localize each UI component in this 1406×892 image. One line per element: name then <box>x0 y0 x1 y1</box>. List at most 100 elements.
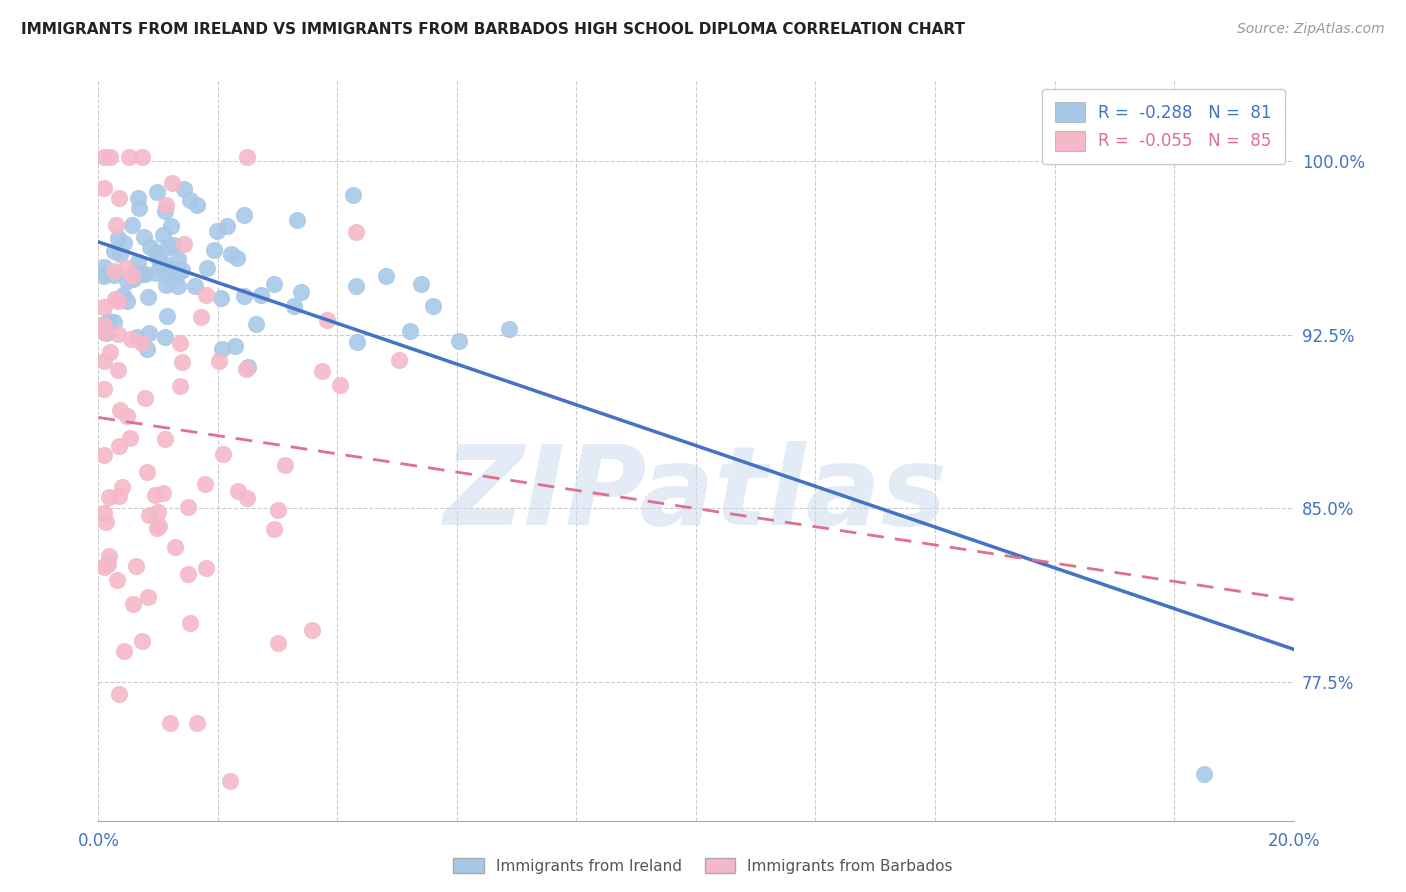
Point <box>107 327 129 342</box>
Point <box>388 353 411 368</box>
Point <box>93 268 115 283</box>
Point <box>132 230 155 244</box>
Point <box>94 515 117 529</box>
Point <box>135 465 157 479</box>
Point <box>97 314 120 328</box>
Point <box>93 507 115 521</box>
Point <box>153 432 176 446</box>
Point <box>121 597 143 611</box>
Point <box>97 549 120 563</box>
Point <box>283 299 305 313</box>
Point <box>155 278 177 293</box>
Point <box>344 279 367 293</box>
Point <box>96 558 118 572</box>
Point <box>105 573 128 587</box>
Point <box>136 290 159 304</box>
Point <box>149 260 172 274</box>
Point <box>93 260 115 275</box>
Point <box>108 439 131 453</box>
Point <box>93 448 115 462</box>
Point <box>118 150 141 164</box>
Point <box>156 309 179 323</box>
Point <box>145 266 167 280</box>
Point <box>111 480 134 494</box>
Point <box>153 329 176 343</box>
Point <box>138 326 160 340</box>
Point <box>329 377 352 392</box>
Point <box>226 483 249 498</box>
Point <box>103 264 125 278</box>
Point <box>93 180 115 194</box>
Point <box>134 391 156 405</box>
Point <box>98 150 121 164</box>
Point <box>136 343 159 357</box>
Point <box>232 289 254 303</box>
Point <box>138 508 160 522</box>
Point <box>145 521 167 535</box>
Point <box>173 236 195 251</box>
Point <box>112 287 135 301</box>
Point <box>108 247 131 261</box>
Point <box>93 317 115 331</box>
Point <box>167 252 190 267</box>
Point <box>186 198 208 212</box>
Point <box>97 557 120 571</box>
Point <box>186 715 208 730</box>
Point <box>177 567 200 582</box>
Point <box>344 225 367 239</box>
Point <box>103 292 125 306</box>
Point <box>105 219 128 233</box>
Point <box>263 277 285 292</box>
Point <box>209 291 232 305</box>
Point <box>146 185 169 199</box>
Point <box>263 523 285 537</box>
Point <box>103 268 125 283</box>
Point <box>146 505 169 519</box>
Point <box>163 541 186 555</box>
Point <box>236 150 259 164</box>
Point <box>207 354 229 368</box>
Point <box>107 191 129 205</box>
Point <box>117 293 139 308</box>
Point <box>145 488 167 502</box>
Point <box>250 288 273 302</box>
Point <box>160 219 183 234</box>
Point <box>311 364 333 378</box>
Point <box>115 260 138 275</box>
Point <box>94 267 117 281</box>
Text: Source: ZipAtlas.com: Source: ZipAtlas.com <box>1237 22 1385 37</box>
Point <box>107 362 129 376</box>
Legend: R =  -0.288   N =  81, R =  -0.055   N =  85: R = -0.288 N = 81, R = -0.055 N = 85 <box>1042 88 1285 164</box>
Point <box>122 272 145 286</box>
Point <box>93 382 115 396</box>
Point <box>236 491 259 505</box>
Point <box>112 235 135 250</box>
Point <box>93 318 115 332</box>
Point <box>107 687 129 701</box>
Point <box>96 326 118 341</box>
Point <box>224 339 246 353</box>
Point <box>115 409 138 423</box>
Point <box>170 355 193 369</box>
Point <box>498 322 520 336</box>
Point <box>159 716 181 731</box>
Point <box>98 490 121 504</box>
Point <box>127 255 149 269</box>
Text: IMMIGRANTS FROM IRELAND VS IMMIGRANTS FROM BARBADOS HIGH SCHOOL DIPLOMA CORRELAT: IMMIGRANTS FROM IRELAND VS IMMIGRANTS FR… <box>21 22 965 37</box>
Point <box>195 560 218 574</box>
Point <box>148 519 170 533</box>
Point <box>155 204 177 219</box>
Point <box>103 244 125 258</box>
Point <box>184 279 207 293</box>
Point <box>212 447 235 461</box>
Point <box>98 345 121 359</box>
Point <box>316 313 339 327</box>
Point <box>342 187 364 202</box>
Point <box>120 431 142 445</box>
Point <box>103 315 125 329</box>
Point <box>225 251 247 265</box>
Point <box>167 266 190 280</box>
Point <box>107 489 129 503</box>
Point <box>233 208 256 222</box>
Point <box>194 288 217 302</box>
